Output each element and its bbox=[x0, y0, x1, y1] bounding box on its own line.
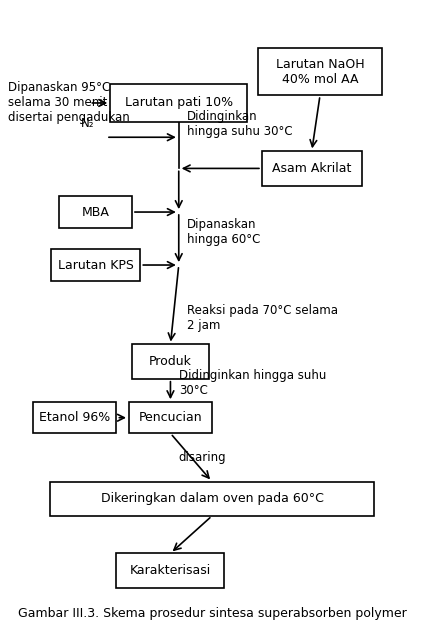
Text: Reaksi pada 70°C selama
2 jam: Reaksi pada 70°C selama 2 jam bbox=[187, 304, 338, 332]
Text: Produk: Produk bbox=[149, 355, 192, 368]
Text: Larutan pati 10%: Larutan pati 10% bbox=[125, 97, 233, 109]
Text: Karakterisasi: Karakterisasi bbox=[130, 564, 211, 577]
FancyBboxPatch shape bbox=[129, 402, 212, 433]
Text: Larutan KPS: Larutan KPS bbox=[58, 258, 134, 272]
FancyBboxPatch shape bbox=[258, 48, 382, 95]
Text: Asam Akrilat: Asam Akrilat bbox=[272, 162, 351, 175]
Text: Didinginkan hingga suhu
30°C: Didinginkan hingga suhu 30°C bbox=[179, 369, 326, 397]
Text: N₂: N₂ bbox=[81, 117, 95, 130]
FancyBboxPatch shape bbox=[59, 197, 132, 228]
Text: Gambar III.3. Skema prosedur sintesa superabsorben polymer: Gambar III.3. Skema prosedur sintesa sup… bbox=[18, 607, 406, 620]
Text: Didinginkan
hingga suhu 30°C: Didinginkan hingga suhu 30°C bbox=[187, 110, 293, 138]
Text: Pencucian: Pencucian bbox=[139, 411, 202, 424]
Text: disaring: disaring bbox=[179, 451, 226, 464]
FancyBboxPatch shape bbox=[262, 151, 362, 186]
Text: Larutan NaOH
40% mol AA: Larutan NaOH 40% mol AA bbox=[276, 58, 364, 86]
FancyBboxPatch shape bbox=[50, 481, 374, 516]
FancyBboxPatch shape bbox=[132, 345, 209, 379]
Text: Etanol 96%: Etanol 96% bbox=[39, 411, 111, 424]
Text: Dikeringkan dalam oven pada 60°C: Dikeringkan dalam oven pada 60°C bbox=[100, 492, 324, 505]
Text: MBA: MBA bbox=[82, 205, 109, 219]
Text: Dipanaskan
hingga 60°C: Dipanaskan hingga 60°C bbox=[187, 218, 260, 246]
FancyBboxPatch shape bbox=[51, 249, 140, 280]
FancyBboxPatch shape bbox=[33, 402, 117, 433]
FancyBboxPatch shape bbox=[110, 84, 247, 121]
Text: Dipanaskan 95°C
selama 30 menit
disertai pengadukan: Dipanaskan 95°C selama 30 menit disertai… bbox=[8, 81, 130, 125]
FancyBboxPatch shape bbox=[117, 553, 224, 588]
